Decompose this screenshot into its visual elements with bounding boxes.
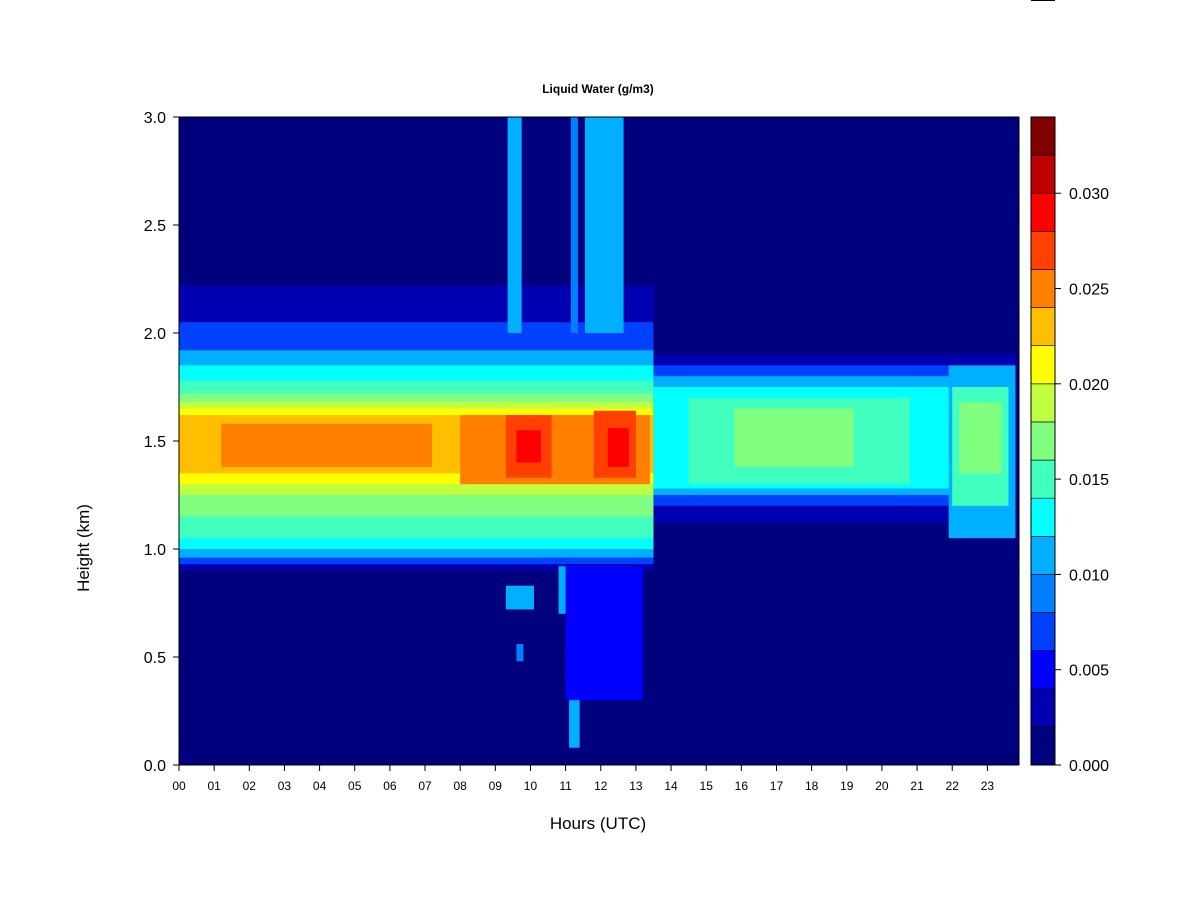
heatmap-cell (607, 428, 629, 467)
y-tick-label: 2.5 (144, 218, 166, 235)
colorbar-swatch (1030, 497, 1056, 537)
x-axis: 00 01 02 03 04 05 06 07 08 09 10 11 12 13 14 15 16 17 18 19… (172, 765, 994, 793)
heatmap-cell (959, 402, 1002, 474)
colorbar-swatch (1030, 421, 1056, 461)
y-tick-label: 0.0 (144, 758, 166, 775)
y-axis-label: Height (km) (74, 504, 93, 592)
x-tick-label: 02 (243, 779, 257, 793)
chart-title: Liquid Water (g/m3) (542, 82, 654, 96)
colorbar-swatch (1030, 612, 1056, 651)
x-tick-label: 16 (735, 779, 749, 793)
x-tick-label: 03 (278, 779, 292, 793)
x-tick-label: 07 (418, 779, 432, 793)
x-tick-label: 20 (875, 779, 889, 793)
x-tick-label: 15 (700, 779, 714, 793)
heatmap-cell (570, 117, 578, 333)
heatmap-cell (507, 117, 522, 333)
colorbar-tick-label: 0.010 (1069, 567, 1109, 584)
heatmap-cell (221, 423, 433, 467)
colorbar-frame (1030, 116, 1056, 766)
x-tick-label: 04 (313, 779, 327, 793)
colorbar-swatch (1030, 192, 1056, 232)
x-tick-label: 10 (524, 779, 538, 793)
colorbar: 0.000 0.005 0.010 0.015 0.020 0.025 0.030 (1030, 116, 1109, 775)
colorbar-swatch (1030, 459, 1056, 499)
colorbar-swatch (1030, 231, 1056, 270)
x-tick-label: 13 (629, 779, 643, 793)
x-tick-label: 22 (946, 779, 960, 793)
y-axis: 0.0 0.5 1.0 1.5 2.0 2.5 3.0 (144, 110, 179, 775)
colorbar-tick-label: 0.000 (1069, 758, 1109, 775)
colorbar-swatch (1030, 383, 1056, 423)
y-tick-label: 2.0 (144, 326, 166, 343)
heatmap-cell (734, 408, 854, 467)
x-tick-label: 06 (383, 779, 397, 793)
colorbar-swatch (1030, 154, 1056, 194)
colorbar-swatch (1030, 650, 1056, 690)
colorbar-swatch (1030, 307, 1056, 347)
colorbar-tick-label: 0.020 (1069, 377, 1109, 394)
x-tick-label: 09 (489, 779, 503, 793)
edge-mark (1031, 0, 1055, 1)
x-tick-label: 08 (453, 779, 467, 793)
colorbar-tick-label: 0.030 (1069, 186, 1109, 203)
colorbar-tick-label: 0.005 (1069, 663, 1109, 680)
colorbar-swatch (1030, 345, 1056, 385)
y-tick-label: 3.0 (144, 110, 166, 127)
colorbar-tick-label: 0.015 (1069, 472, 1109, 489)
y-tick-label: 0.5 (144, 650, 166, 667)
colorbar-swatch (1030, 574, 1056, 613)
heatmap-cell (569, 682, 580, 748)
colorbar-swatch (1030, 116, 1056, 156)
x-tick-label: 17 (770, 779, 784, 793)
x-axis-label: Hours (UTC) (550, 814, 646, 833)
colorbar-swatch (1030, 726, 1056, 766)
x-tick-label: 00 (172, 779, 186, 793)
colorbar-swatch (1030, 688, 1056, 728)
x-tick-label: 01 (207, 779, 221, 793)
heatmap-cell (516, 430, 542, 463)
heatmap-cell (584, 117, 624, 333)
x-tick-label: 14 (664, 779, 678, 793)
x-tick-label: 21 (910, 779, 924, 793)
x-tick-label: 12 (594, 779, 608, 793)
heatmap-cell (505, 585, 534, 610)
colorbar-swatch (1030, 269, 1056, 308)
plot-area (179, 117, 1019, 765)
heatmap-cell (565, 566, 643, 701)
x-tick-label: 05 (348, 779, 362, 793)
heatmap-cell (516, 644, 524, 662)
colorbar-swatch (1030, 535, 1056, 575)
colorbar-tick-label: 0.025 (1069, 282, 1109, 299)
x-tick-label: 18 (805, 779, 819, 793)
x-tick-label: 23 (981, 779, 995, 793)
y-tick-label: 1.5 (144, 434, 166, 451)
x-tick-label: 19 (840, 779, 854, 793)
x-tick-label: 11 (559, 779, 572, 793)
y-tick-label: 1.0 (144, 542, 166, 559)
